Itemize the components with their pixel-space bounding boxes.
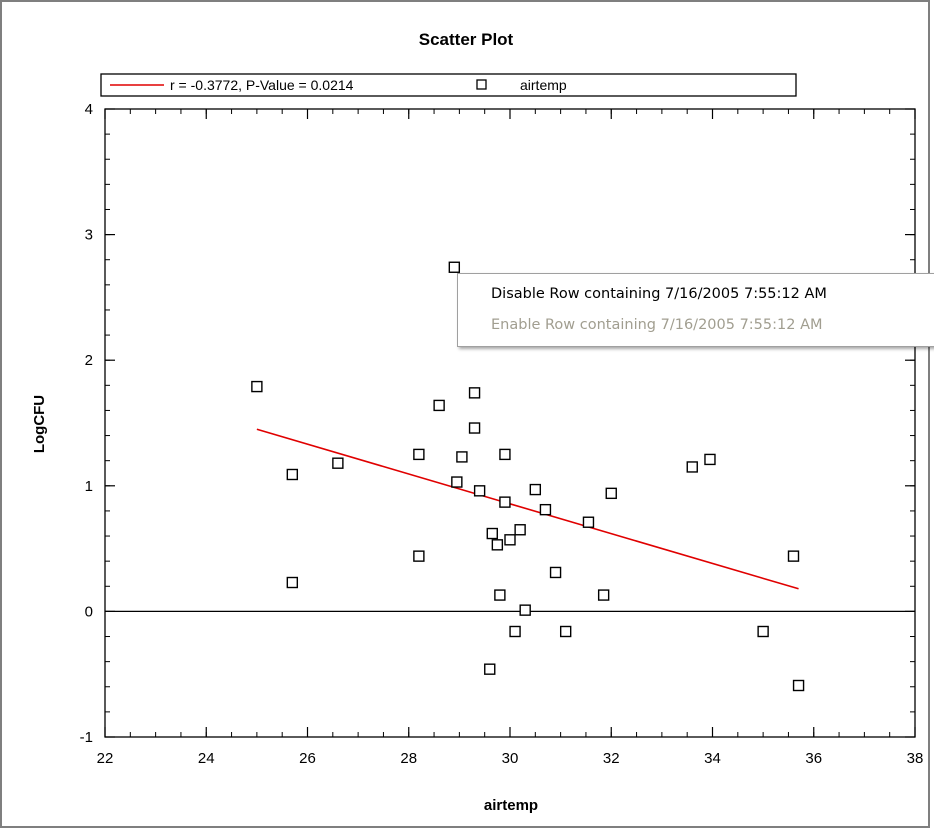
data-point: [499, 448, 511, 461]
data-point: [529, 483, 542, 496]
data-point: [704, 453, 716, 466]
chart-title: Scatter Plot: [419, 30, 514, 49]
data-point: [456, 451, 468, 463]
x-tick-label: 30: [502, 750, 519, 767]
data-point: [468, 387, 481, 399]
y-tick-label: 0: [85, 603, 93, 620]
x-tick-label: 26: [299, 750, 316, 767]
data-point: [491, 539, 504, 551]
x-tick-label: 32: [603, 750, 620, 767]
data-point: [605, 487, 617, 500]
disable-row-menu-item[interactable]: Disable Row containing 7/16/2005 7:55:12…: [491, 286, 827, 302]
data-point: [451, 476, 463, 488]
y-tick-label: 1: [85, 478, 93, 495]
x-tick-label: 36: [805, 750, 822, 767]
x-tick-label: 22: [97, 750, 114, 767]
data-point: [514, 524, 526, 536]
data-point: [686, 461, 698, 473]
data-point: [251, 380, 263, 393]
legend: r = -0.3772, P-Value = 0.0214 airtemp: [100, 73, 797, 97]
y-tick-label: 4: [85, 101, 93, 118]
data-point: [757, 625, 769, 638]
data-point: [504, 534, 516, 546]
legend-fit-label: r = -0.3772, P-Value = 0.0214: [170, 77, 354, 93]
enable-row-menu-item: Enable Row containing 7/16/2005 7:55:12 …: [491, 317, 823, 333]
data-point: [448, 261, 461, 273]
y-tick-label: 2: [85, 352, 93, 369]
y-tick-label: -1: [80, 729, 93, 746]
data-point: [499, 496, 511, 508]
data-point: [539, 503, 552, 516]
data-point: [597, 589, 610, 601]
data-point: [286, 468, 299, 481]
data-point: [787, 550, 800, 562]
data-point: [433, 399, 445, 412]
y-tick-label: 3: [85, 227, 93, 244]
data-point: [473, 485, 486, 497]
x-axis-label: airtemp: [484, 797, 538, 814]
data-point: [286, 576, 299, 589]
legend-box: [100, 73, 797, 97]
data-point: [559, 625, 572, 638]
x-tick-label: 38: [907, 750, 924, 767]
data-point: [332, 457, 344, 469]
data-point: [494, 589, 506, 601]
x-tick-label: 34: [704, 750, 721, 767]
data-point: [484, 663, 496, 675]
legend-series-label: airtemp: [520, 77, 567, 93]
legend-square-marker-icon: [476, 79, 487, 90]
y-axis-label: LogCFU: [31, 395, 48, 453]
data-point: [468, 422, 481, 434]
x-tick-label: 24: [198, 750, 215, 767]
data-point: [519, 604, 531, 616]
data-point: [486, 527, 498, 540]
data-point: [413, 448, 425, 461]
data-point: [792, 679, 805, 692]
regression-line: [256, 428, 799, 590]
plot-frame: [104, 108, 916, 738]
data-point: [413, 550, 425, 562]
data-point: [582, 516, 595, 528]
data-point: [549, 566, 562, 579]
data-point: [509, 625, 521, 638]
context-menu: Disable Row containing 7/16/2005 7:55:12…: [457, 273, 934, 347]
x-tick-label: 28: [400, 750, 417, 767]
